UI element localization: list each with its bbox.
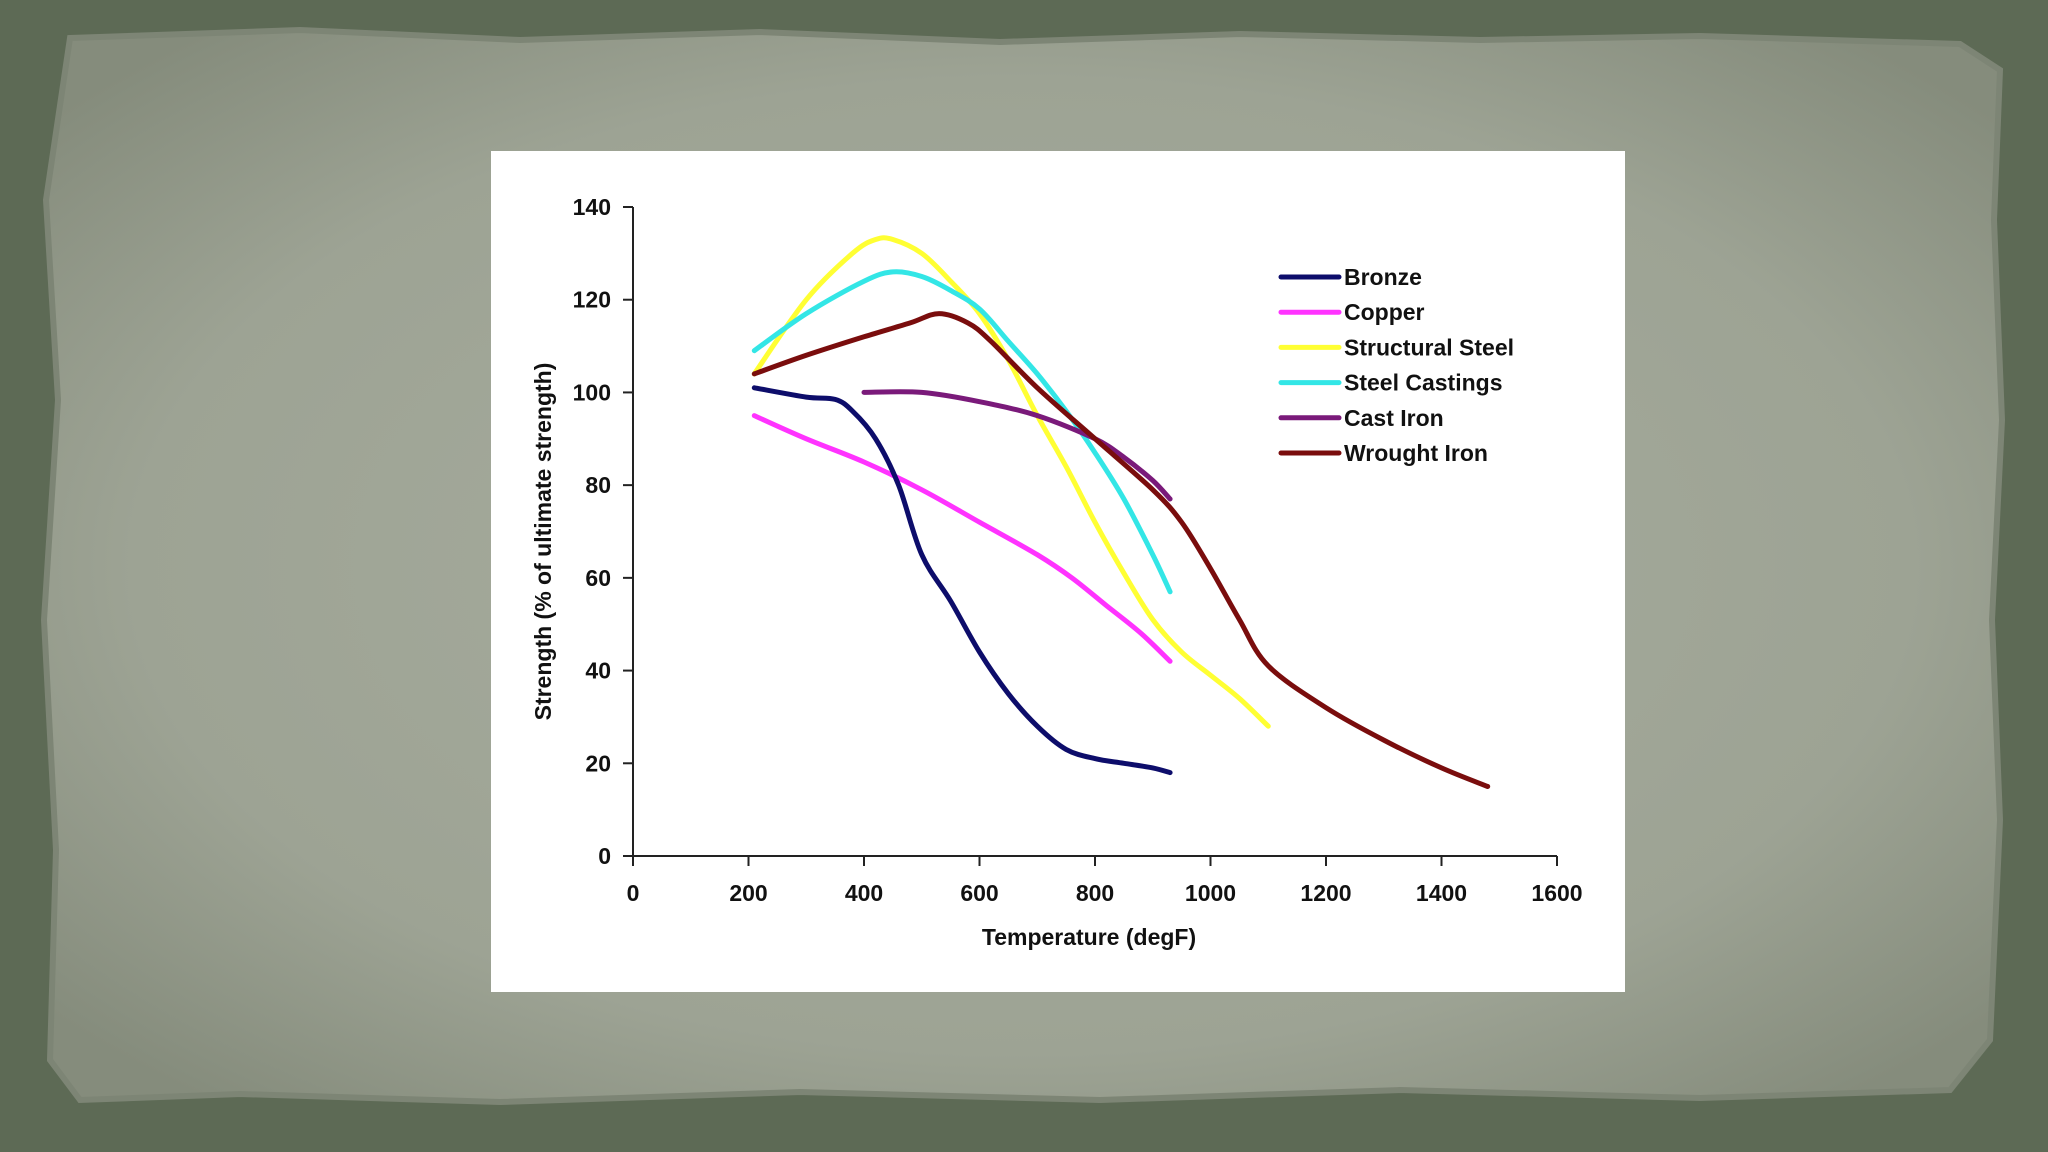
legend-label-cast-iron: Cast Iron (1344, 405, 1444, 431)
x-tick-label: 1200 (1300, 880, 1351, 906)
x-tick-label: 1400 (1416, 880, 1467, 906)
y-tick-label: 60 (585, 565, 611, 591)
series-line-structural-steel (751, 235, 1271, 729)
x-tick-label: 1000 (1185, 880, 1236, 906)
x-axis-title: Temperature (degF) (982, 924, 1196, 950)
x-tick-label: 0 (627, 880, 640, 906)
legend-label-bronze: Bronze (1344, 264, 1422, 290)
x-tick-label: 600 (960, 880, 998, 906)
y-axis-title: Strength (% of ultimate strength) (530, 363, 556, 721)
legend-label-copper: Copper (1344, 299, 1425, 325)
chart-series (751, 235, 1491, 789)
x-tick-label: 800 (1076, 880, 1114, 906)
series-line-copper (751, 413, 1173, 664)
chart-legend: Bronze Copper Structural Steel Steel Castin… (1278, 264, 1514, 466)
y-tick-label: 0 (598, 843, 611, 869)
series-line-wrought-iron (751, 311, 1491, 789)
y-tick-label: 20 (585, 750, 611, 776)
legend-label-wrought-iron: Wrought Iron (1344, 440, 1488, 466)
series-line-bronze (751, 385, 1173, 776)
y-tick-label: 100 (573, 379, 611, 405)
series-line-steel-castings (751, 269, 1173, 595)
x-tick-label: 400 (845, 880, 883, 906)
y-tick-label: 120 (573, 287, 611, 313)
legend-label-steel-castings: Steel Castings (1344, 370, 1503, 396)
x-tick-label: 200 (729, 880, 767, 906)
x-tick-label: 1600 (1531, 880, 1582, 906)
y-tick-label: 140 (573, 194, 611, 220)
series-line-cast-iron (861, 389, 1173, 502)
chart-panel: 0 20 40 60 80 100 120 140 0 200 400 600 800 1000 1200 1… (491, 151, 1625, 992)
y-tick-label: 40 (585, 658, 611, 684)
y-tick-label: 80 (585, 472, 611, 498)
legend-label-structural-steel: Structural Steel (1344, 334, 1514, 360)
